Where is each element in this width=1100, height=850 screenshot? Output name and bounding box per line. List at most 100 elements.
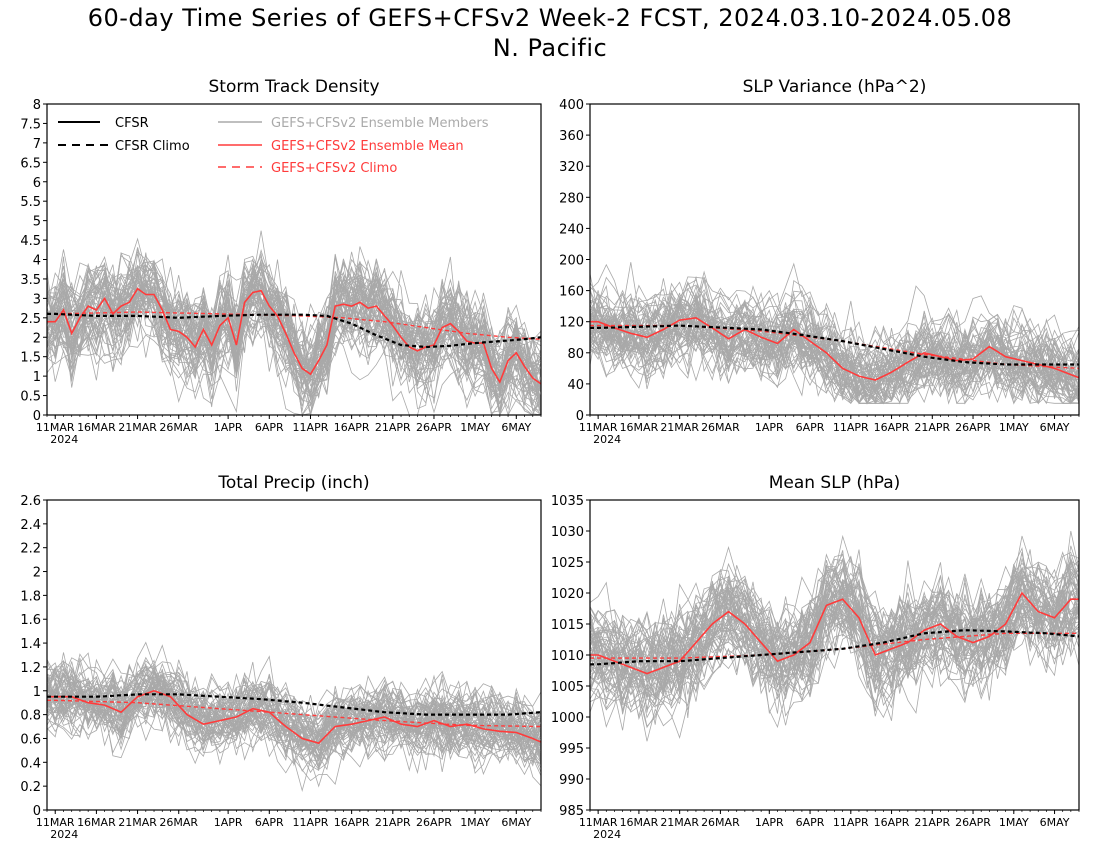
x-tick-label: 11APR bbox=[833, 816, 869, 829]
y-tick-label: 1030 bbox=[551, 525, 584, 540]
y-tick-label: 7 bbox=[33, 137, 41, 152]
chart-panel-4: Mean SLP (hPa) 985 990 995 1000 1005 1010 1015 1… bbox=[551, 473, 1080, 841]
y-tick-label: 320 bbox=[559, 160, 584, 175]
legend-label: CFSR bbox=[115, 116, 149, 131]
ensemble-member-line bbox=[47, 288, 541, 415]
x-tick-label: 21APR bbox=[914, 421, 950, 434]
ensemble-member-line bbox=[590, 598, 1079, 704]
series-cfsr-climo bbox=[47, 312, 541, 349]
series-gefs-cfsv2-ensemble-mean bbox=[590, 316, 1079, 381]
panel-title: Storm Track Density bbox=[208, 77, 379, 97]
x-tick-label: 11MAR bbox=[36, 816, 75, 829]
y-tick-label: 4 bbox=[33, 254, 41, 269]
ensemble-member-line bbox=[590, 593, 1079, 712]
series-gefs-cfsv2-ensemble-mean bbox=[47, 689, 541, 745]
y-tick-label: 1.5 bbox=[20, 351, 41, 366]
x-tick-label: 16APR bbox=[334, 816, 370, 829]
ensemble-member-line bbox=[590, 307, 1079, 397]
ensemble-member-line bbox=[47, 277, 541, 415]
ensemble-member-line bbox=[47, 298, 541, 415]
series-gefs-cfsv2-ensemble-mean bbox=[47, 287, 541, 385]
panel-title: Mean SLP (hPa) bbox=[769, 473, 901, 493]
y-tick-label: 200 bbox=[559, 254, 584, 269]
series-cfsr-climo bbox=[590, 324, 1079, 366]
x-tick-label: 11APR bbox=[833, 421, 869, 434]
y-tick-label: 6.5 bbox=[20, 156, 41, 171]
y-tick-label: 120 bbox=[559, 316, 584, 331]
legend-label: CFSR Climo bbox=[115, 139, 190, 154]
x-tick-label: 6MAY bbox=[1040, 816, 1070, 829]
x-tick-label: 16APR bbox=[874, 421, 910, 434]
x-tick-label: 6APR bbox=[255, 421, 284, 434]
y-tick-label: 3 bbox=[33, 292, 41, 307]
ensemble-member-line bbox=[47, 274, 541, 388]
x-tick-label: 11MAR bbox=[36, 421, 75, 434]
figure-title: 60-day Time Series of GEFS+CFSv2 Week-2 … bbox=[87, 4, 1013, 32]
x-tick-label: 11MAR bbox=[579, 421, 618, 434]
y-tick-label: 1020 bbox=[551, 587, 584, 602]
x-tick-label: 6APR bbox=[255, 816, 284, 829]
y-tick-label: 5 bbox=[33, 215, 41, 230]
ensemble-member-line bbox=[47, 669, 541, 769]
ensemble-member-line bbox=[47, 655, 541, 737]
x-tick-label: 26MAR bbox=[159, 816, 198, 829]
y-tick-label: 1 bbox=[33, 370, 41, 385]
figure-subtitle: N. Pacific bbox=[492, 34, 608, 62]
x-tick-label: 6MAY bbox=[1040, 421, 1070, 434]
ensemble-member-line bbox=[47, 251, 541, 360]
ensemble-member-line bbox=[47, 246, 541, 373]
x-year-label: 2024 bbox=[50, 828, 78, 841]
ensemble-member-line bbox=[47, 261, 541, 410]
y-tick-label: 1.4 bbox=[20, 637, 41, 652]
ensemble-member-line bbox=[590, 549, 1079, 662]
y-tick-label: 2 bbox=[33, 331, 41, 346]
x-year-label: 2024 bbox=[50, 433, 78, 446]
x-tick-label: 21MAR bbox=[118, 421, 157, 434]
x-tick-label: 16MAR bbox=[77, 816, 116, 829]
ensemble-member-line bbox=[47, 667, 541, 736]
x-tick-label: 16MAR bbox=[620, 816, 659, 829]
chart-panel-2: SLP Variance (hPa^2) 0 40 80 120 160 200 240 280… bbox=[559, 77, 1080, 446]
y-tick-label: 2.6 bbox=[20, 494, 41, 509]
x-tick-label: 1MAY bbox=[999, 421, 1029, 434]
y-tick-label: 990 bbox=[559, 773, 584, 788]
x-tick-label: 26APR bbox=[955, 816, 991, 829]
y-tick-label: 0 bbox=[33, 804, 41, 819]
y-tick-label: 40 bbox=[567, 378, 584, 393]
x-tick-label: 21MAR bbox=[660, 421, 699, 434]
x-tick-label: 1MAY bbox=[999, 816, 1029, 829]
y-tick-label: 995 bbox=[559, 742, 584, 757]
y-tick-label: 2 bbox=[33, 566, 41, 581]
ensemble-member-line bbox=[47, 662, 541, 753]
x-tick-label: 26APR bbox=[416, 421, 452, 434]
legend-label: GEFS+CFSv2 Ensemble Members bbox=[271, 116, 489, 131]
y-tick-label: 1.6 bbox=[20, 613, 41, 628]
y-tick-label: 5.5 bbox=[20, 195, 41, 210]
y-tick-label: 1000 bbox=[551, 711, 584, 726]
x-tick-label: 1MAY bbox=[460, 816, 490, 829]
legend: CFSR CFSR Climo GEFS+CFSv2 Ensemble Member… bbox=[58, 116, 489, 176]
panel-title: Total Precip (inch) bbox=[217, 473, 369, 493]
ensemble-members bbox=[590, 262, 1079, 405]
y-tick-label: 8 bbox=[33, 98, 41, 113]
y-tick-label: 240 bbox=[559, 222, 584, 237]
ensemble-members bbox=[590, 530, 1079, 742]
ensemble-members bbox=[47, 641, 541, 793]
y-tick-label: 0.2 bbox=[20, 780, 41, 795]
x-tick-label: 21APR bbox=[375, 421, 411, 434]
ensemble-member-line bbox=[590, 276, 1079, 382]
y-tick-label: 0 bbox=[33, 409, 41, 424]
x-tick-label: 21APR bbox=[914, 816, 950, 829]
y-tick-label: 1035 bbox=[551, 494, 584, 509]
ensemble-member-line bbox=[47, 672, 541, 762]
y-tick-label: 2.4 bbox=[20, 518, 41, 533]
ensemble-member-line bbox=[47, 260, 541, 399]
ensemble-member-line bbox=[590, 601, 1079, 731]
y-tick-label: 985 bbox=[559, 804, 584, 819]
ensemble-member-line bbox=[590, 297, 1079, 405]
y-tick-label: 160 bbox=[559, 285, 584, 300]
ensemble-member-line bbox=[590, 281, 1079, 378]
y-tick-label: 4.5 bbox=[20, 234, 41, 249]
y-tick-label: 1025 bbox=[551, 556, 584, 571]
